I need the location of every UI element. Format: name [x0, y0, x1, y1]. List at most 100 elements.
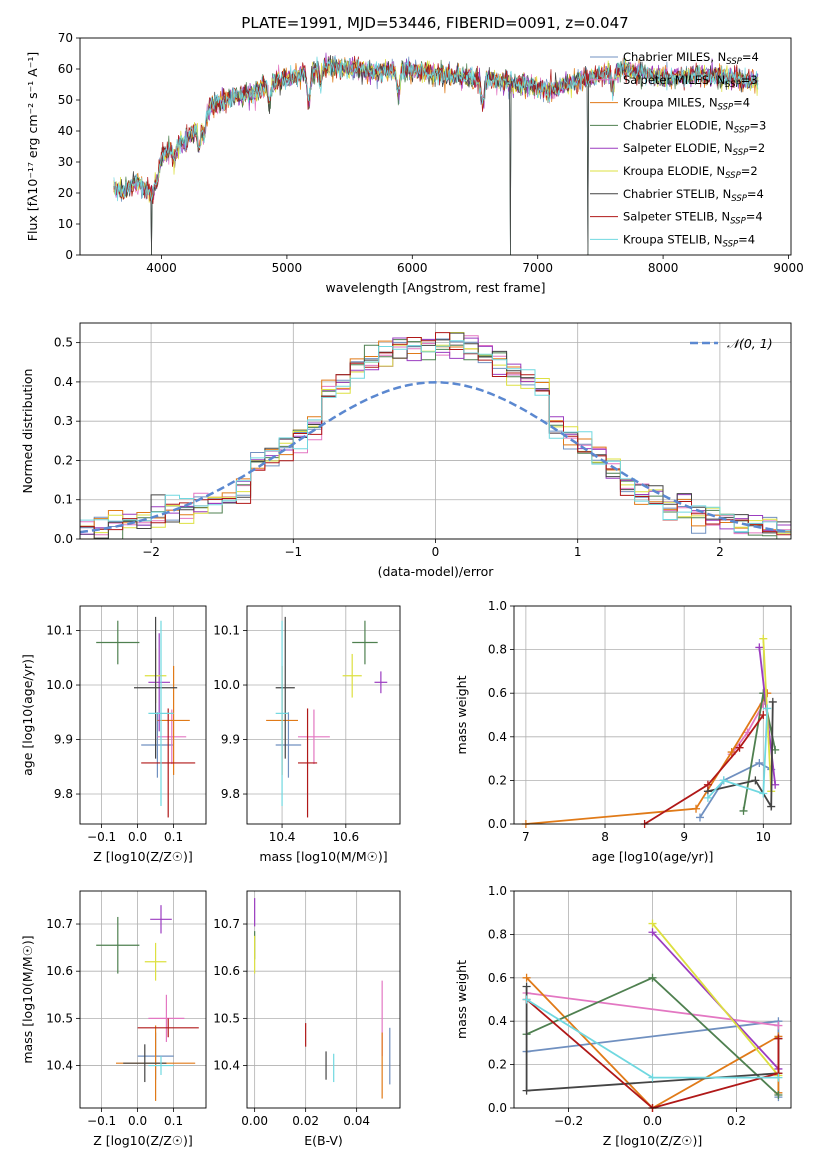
legend: 𝒩(0, 1) [690, 336, 773, 351]
normal-curve [80, 381, 789, 534]
y-tick-label: 0.0 [488, 1101, 507, 1115]
y-axis-label: mass [log10(M/M☉)] [20, 935, 35, 1063]
x-tick-label: 6000 [397, 261, 428, 275]
weight-marker [774, 1034, 783, 1043]
x-tick-label: 10 [756, 830, 771, 844]
x-tick-label: 0.2 [727, 1114, 746, 1128]
weight-marker [751, 776, 760, 785]
weight-marker [703, 780, 712, 789]
weight-marker [692, 804, 701, 813]
weight-marker [763, 704, 772, 713]
y-tick-label: 10.1 [213, 624, 240, 638]
legend-entry: 𝒩(0, 1) [727, 336, 773, 351]
data-point [148, 633, 170, 732]
data-point [137, 1018, 199, 1038]
x-tick-label: 0.0 [643, 1114, 662, 1128]
legend-sub: SSP [734, 125, 750, 135]
data-point [298, 708, 318, 818]
weight-marker [771, 780, 780, 789]
legend-rest: =3 [749, 118, 766, 132]
axes-frame [79, 605, 207, 825]
weight-marker [774, 1073, 783, 1082]
data-point [157, 709, 187, 765]
x-tick-label: 0.0 [128, 1114, 147, 1128]
chart-mass_vs_ebv: 0.00 0.02 0.04 10.4 10.5 10.6 10.7 E(B-V) [213, 890, 401, 1148]
x-tick-label: 0.1 [164, 830, 183, 844]
x-tick-label: 0.1 [164, 1114, 183, 1128]
chart-age_vs_mass: 10.4 10.6 9.8 9.9 10.0 10.1 mass [log10(M/M☉)] [213, 605, 401, 864]
data-point [298, 709, 330, 765]
legend-rest: =2 [748, 141, 765, 155]
y-tick-label: 9.8 [54, 787, 73, 801]
axes-frame [79, 37, 792, 256]
y-tick-label: 70 [58, 31, 73, 45]
legend-sub: SSP [723, 239, 739, 249]
y-tick-label: 10.6 [213, 964, 240, 978]
histogram-series [80, 332, 791, 539]
x-tick-label: −2 [142, 545, 160, 559]
weight-marker [739, 806, 748, 815]
y-tick-label: 0.3 [54, 414, 73, 428]
weight-marker [703, 793, 712, 802]
x-tick-label: 10.6 [332, 830, 359, 844]
axes-frame [513, 890, 792, 1109]
y-tick-label: 9.9 [54, 733, 73, 747]
data-point [148, 994, 185, 1042]
y-tick-label: 0.8 [488, 927, 507, 941]
x-axis-label: Z [log10(Z/Z☉)] [603, 1133, 703, 1148]
x-tick-label: 9000 [773, 261, 804, 275]
data-point [123, 1044, 167, 1083]
x-tick-label: 10.4 [269, 830, 296, 844]
x-axis-label: Z [log10(Z/Z☉)] [93, 849, 193, 864]
legend-entry: Salpeter ELODIE, NSSP=2 [623, 141, 765, 158]
weight-marker [522, 1086, 531, 1095]
chart-massweight_vs_Z: −0.2 0.0 0.2 0.0 0.2 0.4 0.6 0.8 1.0 Z [log10(Z/Z… [454, 884, 792, 1148]
weight-series [651, 922, 780, 1077]
data-point [134, 616, 178, 759]
data-point [352, 620, 378, 665]
x-tick-label: 0.04 [343, 1114, 370, 1128]
x-tick-label: 9 [680, 830, 688, 844]
y-tick-label: 0.5 [54, 336, 73, 350]
weight-marker [719, 776, 728, 785]
x-tick-label: 5000 [272, 261, 303, 275]
y-tick-label: 10 [58, 217, 73, 231]
y-tick-label: 10.1 [46, 624, 73, 638]
chart-massweight_vs_age: 7 8 9 10 0.0 0.2 0.4 0.6 0.8 1.0 age [log10(age/yr… [454, 599, 792, 864]
figure-title: PLATE=1991, MJD=53446, FIBERID=0091, z=0… [241, 14, 628, 32]
legend-rest: =3 [741, 73, 758, 87]
legend-rest: =2 [741, 164, 758, 178]
axes-frame [79, 322, 792, 540]
x-axis-label: age [log10(age/yr)] [592, 849, 714, 864]
x-tick-label: 0.00 [241, 1114, 268, 1128]
legend-rest: =4 [742, 50, 759, 64]
x-tick-label: 7000 [522, 261, 553, 275]
x-tick-label: 7 [522, 830, 530, 844]
chart-residual_hist: −2 −1 0 1 2 0.0 0.1 0.2 0.3 0.4 0.5 (data-model)/er… [20, 322, 792, 579]
y-axis-label: Normed distribution [20, 369, 35, 494]
weight-marker [774, 1090, 783, 1099]
x-axis-label: wavelength [Angstrom, rest frame] [325, 280, 545, 295]
x-tick-label: −0.1 [87, 830, 116, 844]
weight-marker [727, 748, 736, 757]
x-tick-label: 2 [716, 545, 724, 559]
weight-marker [774, 1021, 783, 1030]
x-tick-label: 0.02 [292, 1114, 319, 1128]
y-tick-label: 9.8 [221, 787, 240, 801]
y-tick-label: 10.4 [213, 1059, 240, 1073]
x-tick-label: −0.1 [87, 1114, 116, 1128]
spectrum-line [113, 55, 759, 202]
weight-marker [695, 813, 704, 822]
histogram-series [80, 340, 791, 539]
weight-marker [522, 982, 531, 991]
y-tick-label: 20 [58, 186, 73, 200]
legend-rest: =4 [747, 187, 764, 201]
y-tick-label: 10.7 [46, 917, 73, 931]
x-tick-label: 8000 [648, 261, 679, 275]
y-tick-label: 10.7 [213, 917, 240, 931]
weight-marker [648, 928, 657, 937]
data-point [275, 620, 289, 807]
x-tick-label: 0 [432, 545, 440, 559]
weight-series [526, 998, 780, 1109]
